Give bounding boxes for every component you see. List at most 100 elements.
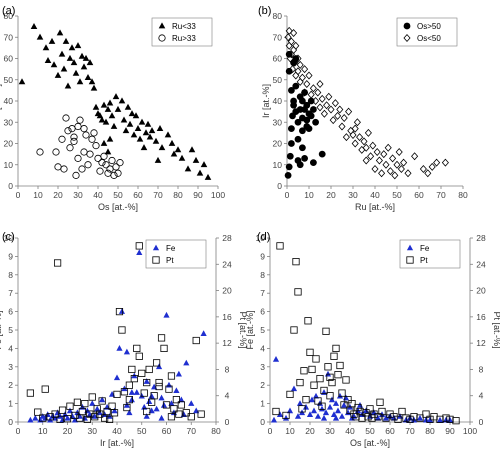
data-point (336, 361, 344, 370)
data-point (296, 400, 304, 406)
data-point (340, 113, 348, 123)
data-point (374, 414, 382, 421)
x-tick-label: 30 (325, 426, 335, 436)
data-point (122, 127, 130, 134)
data-point (99, 396, 106, 403)
data-point (126, 409, 133, 416)
data-point (62, 37, 70, 44)
data-point (324, 363, 332, 371)
y-tick-label: 50 (4, 75, 14, 85)
data-point (82, 54, 90, 61)
data-point (173, 387, 180, 394)
data-point (108, 391, 116, 397)
data-point (187, 413, 195, 421)
x-tick-label: 70 (405, 426, 415, 436)
y-tick-label: 60 (273, 54, 283, 64)
chart-panel-c: 0 10 20 30 40 50 60 70 8001234567891004812162024… (0, 231, 248, 448)
data-point (395, 147, 403, 157)
data-point (288, 125, 295, 133)
data-point (308, 396, 316, 403)
legend-label: Pt (420, 256, 428, 265)
data-point (303, 123, 311, 130)
data-point (411, 152, 419, 161)
y2-axis-label: Pt [at.-%] (238, 311, 248, 348)
data-point (167, 413, 176, 421)
data-point (299, 144, 306, 152)
series-pt (26, 242, 205, 423)
data-point (386, 410, 394, 418)
data-point (338, 122, 346, 131)
data-point (128, 389, 135, 395)
data-point (316, 103, 324, 112)
data-point (308, 365, 316, 374)
data-point (58, 406, 67, 414)
data-point (93, 405, 101, 413)
data-point (84, 74, 92, 81)
x-tick-label: 20 (326, 190, 336, 200)
x-tick-label: 80 (425, 426, 435, 436)
data-point (276, 242, 284, 250)
data-point (160, 344, 168, 353)
data-point (165, 385, 173, 393)
data-point (144, 120, 152, 127)
y-tick-label: 9 (8, 251, 13, 261)
legend-marker (158, 34, 166, 42)
x-tick-label: 60 (414, 190, 424, 200)
y-tick-label: 0 (260, 417, 265, 427)
data-point (296, 161, 304, 169)
data-point (204, 173, 212, 180)
y2-tick-label: 24 (222, 259, 232, 269)
data-point (384, 143, 392, 152)
data-point (150, 392, 158, 400)
data-point (158, 144, 166, 151)
data-point (362, 409, 370, 417)
panel-label: (d) (257, 231, 270, 243)
data-point (114, 105, 122, 112)
x-tick-label: 60 (162, 426, 172, 436)
data-point (362, 156, 370, 165)
y-tick-label: 30 (273, 117, 283, 127)
y-tick-label: 2 (260, 380, 265, 390)
data-point (286, 54, 294, 63)
data-point (290, 326, 298, 334)
data-point (98, 159, 106, 167)
data-point (54, 163, 62, 171)
data-point (136, 249, 143, 256)
data-point (92, 142, 100, 150)
data-point (50, 61, 58, 68)
data-point (436, 416, 444, 423)
data-point (104, 403, 111, 410)
data-point (175, 370, 182, 377)
data-point (54, 259, 62, 267)
data-point (422, 410, 430, 418)
data-point (327, 105, 335, 114)
data-point (60, 165, 68, 173)
data-point (282, 411, 290, 420)
data-point (318, 402, 326, 410)
series-os-50 (284, 50, 326, 179)
data-point (151, 383, 158, 390)
data-point (71, 411, 79, 420)
data-point (298, 73, 306, 82)
data-point (94, 154, 102, 162)
legend: Os>50 Os<50 (396, 17, 458, 47)
data-point (148, 392, 155, 399)
data-point (78, 407, 86, 416)
data-point (356, 133, 364, 142)
data-point (188, 400, 195, 406)
y2-tick-label: 4 (479, 391, 484, 401)
data-point (90, 129, 98, 137)
data-point (157, 334, 166, 342)
data-point (102, 118, 110, 125)
data-point (104, 105, 112, 112)
data-point (389, 154, 397, 163)
x-tick-label: 70 (436, 190, 446, 200)
legend-marker (152, 256, 160, 264)
data-point (36, 148, 44, 156)
data-point (64, 82, 72, 89)
data-point (153, 405, 160, 412)
y-axis-label: Ir [at.-%] (0, 84, 2, 118)
y-tick-label: 8 (8, 270, 13, 280)
data-point (138, 369, 146, 377)
